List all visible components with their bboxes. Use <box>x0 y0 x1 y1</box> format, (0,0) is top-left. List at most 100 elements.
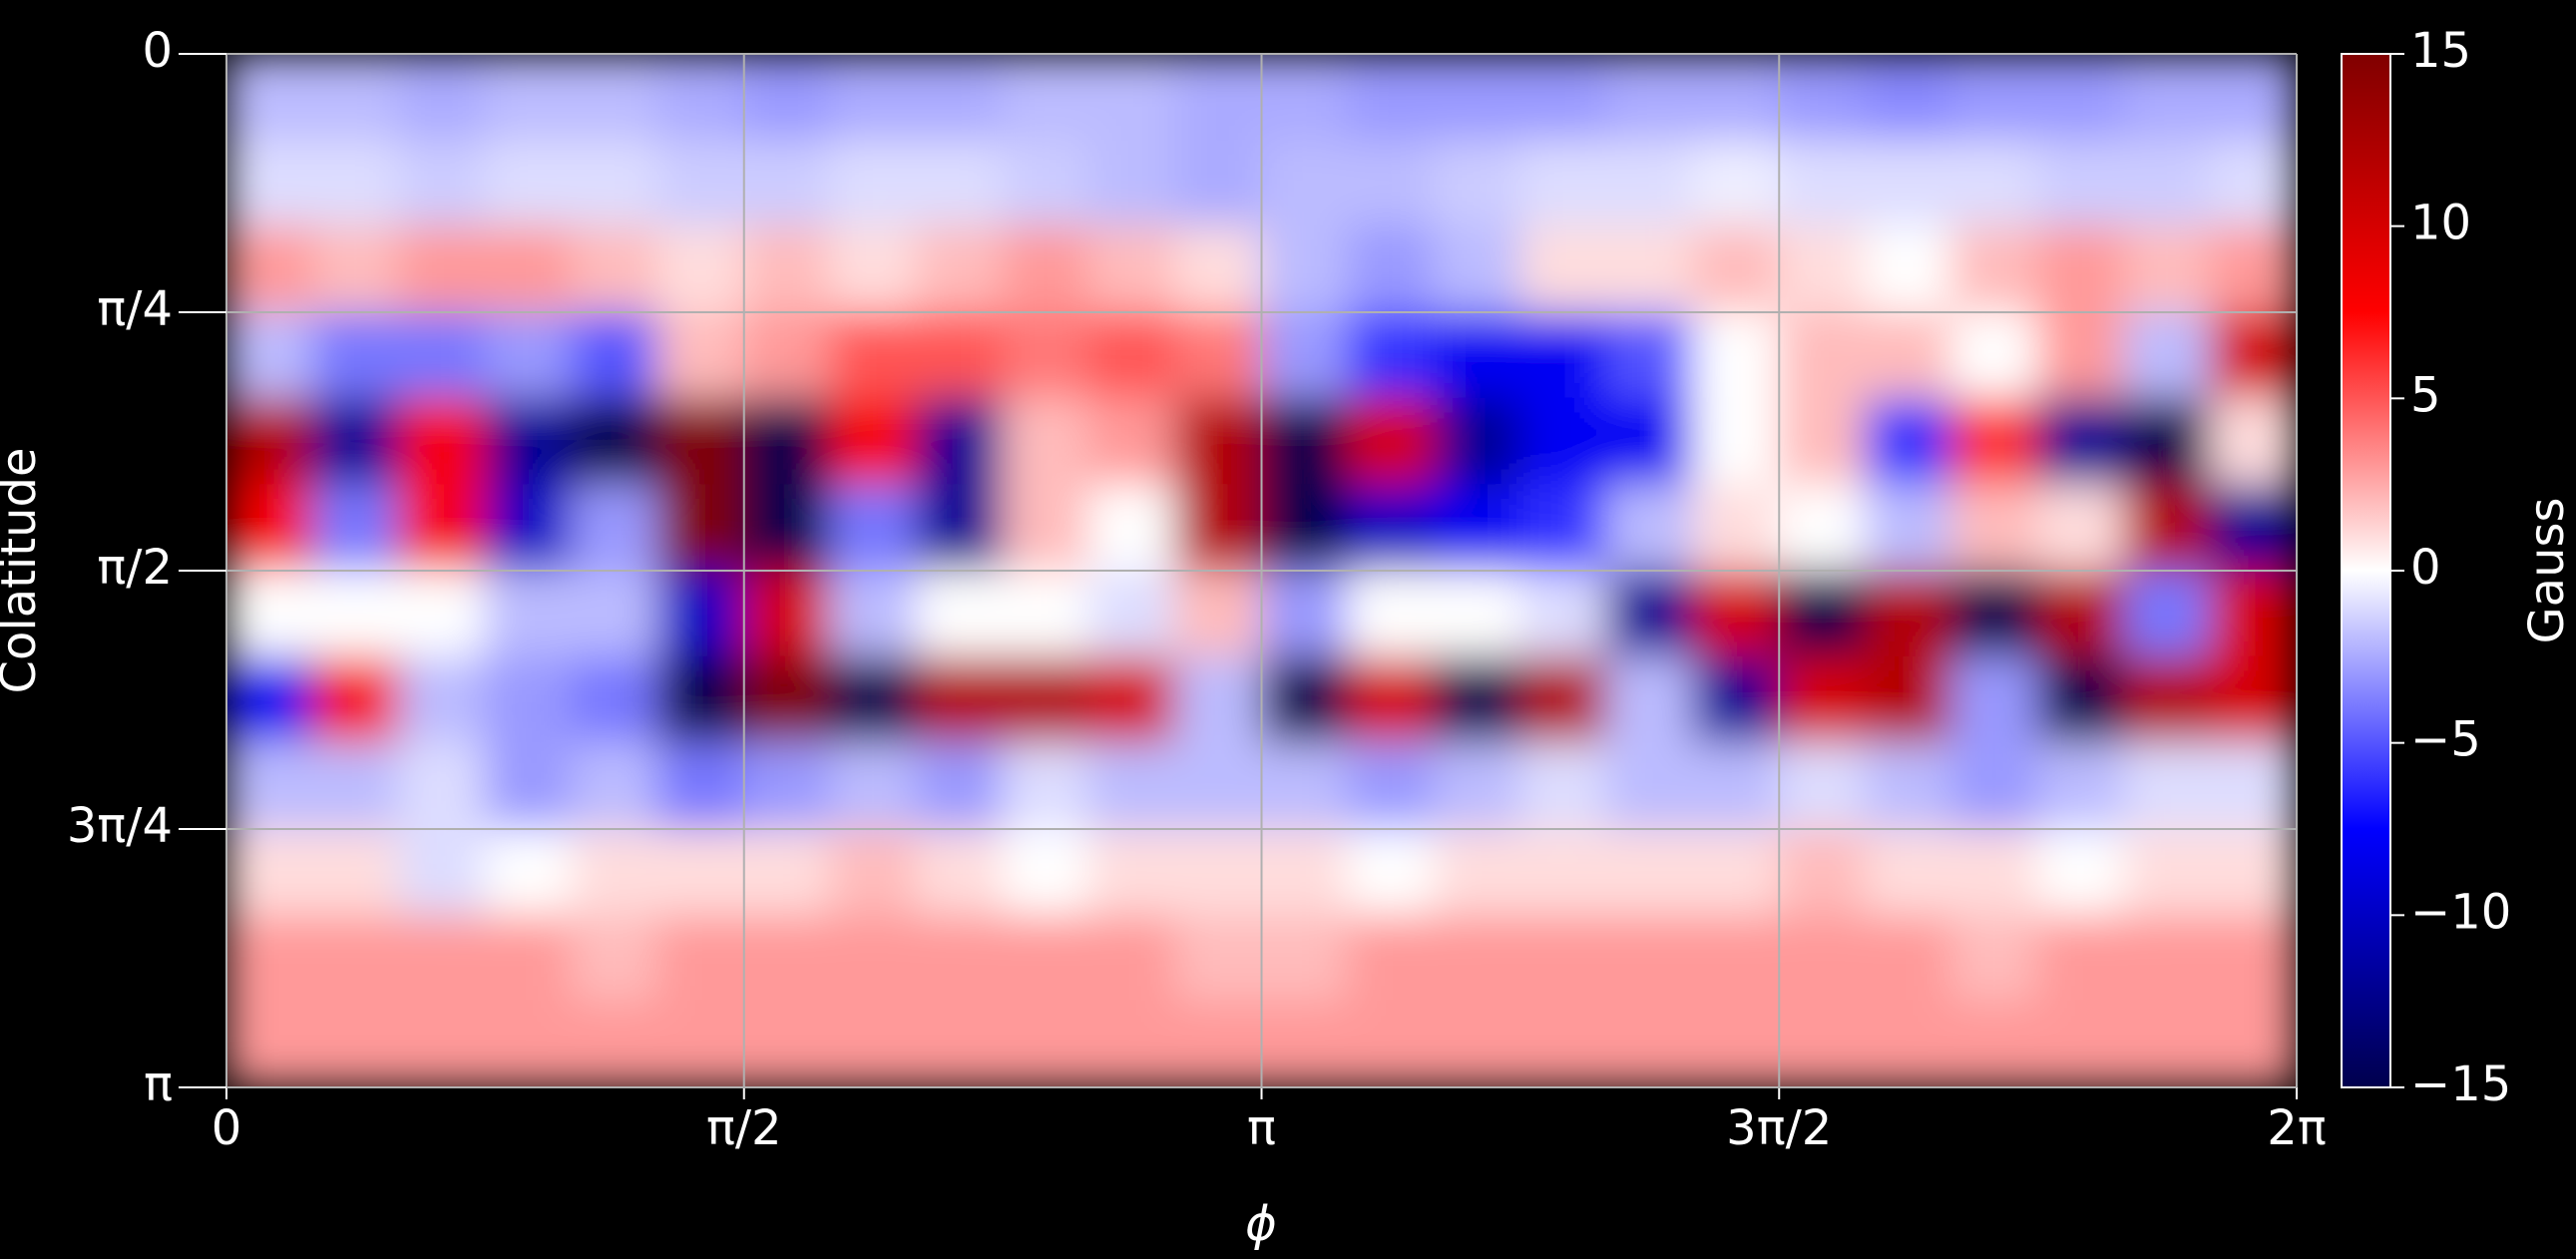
cell <box>656 311 745 399</box>
cell <box>743 484 831 572</box>
colorbar-tick-label: −10 <box>2410 884 2511 940</box>
cell <box>1692 139 1780 227</box>
cell <box>1692 570 1780 657</box>
cell <box>1605 1001 1694 1087</box>
cells <box>226 54 2297 1087</box>
cell <box>743 655 831 744</box>
cell <box>1519 54 1607 141</box>
cell <box>743 570 831 657</box>
y-tick-label: 3π/4 <box>67 798 173 854</box>
cell <box>1778 655 1867 744</box>
cell <box>1088 54 1176 141</box>
cell <box>916 742 1004 830</box>
cell <box>226 397 313 486</box>
cell <box>2037 742 2125 830</box>
cell <box>1347 484 1435 572</box>
cell <box>743 54 831 141</box>
cell <box>1605 311 1694 399</box>
cell <box>1261 914 1349 1003</box>
cell <box>571 139 658 227</box>
cell <box>1002 1001 1090 1087</box>
cell <box>1174 1001 1262 1087</box>
cell <box>1865 397 1952 486</box>
cell <box>1433 139 1521 227</box>
cell <box>1950 1001 2039 1087</box>
cell <box>398 397 486 486</box>
cell <box>1261 570 1349 657</box>
cell <box>226 828 313 916</box>
cell <box>1519 828 1607 916</box>
cell <box>484 828 573 916</box>
colorbar-label: Gauss <box>2519 497 2575 643</box>
cell <box>916 54 1004 141</box>
cell <box>1605 54 1694 141</box>
cell <box>1347 397 1435 486</box>
cell <box>656 54 745 141</box>
cell <box>1347 1001 1435 1087</box>
cell <box>484 484 573 572</box>
cell <box>2210 828 2297 916</box>
cell <box>2210 570 2297 657</box>
cell <box>571 311 658 399</box>
cell <box>1605 397 1694 486</box>
cell <box>1519 397 1607 486</box>
cell <box>916 828 1004 916</box>
cell <box>571 397 658 486</box>
cell <box>484 570 573 657</box>
cell <box>1088 655 1176 744</box>
cell <box>1433 225 1521 313</box>
cell <box>2123 828 2212 916</box>
cell <box>1865 828 1952 916</box>
cell <box>1950 54 2039 141</box>
cell <box>1261 225 1349 313</box>
cell <box>1778 139 1867 227</box>
cell <box>743 311 831 399</box>
cell <box>1002 139 1090 227</box>
cell <box>2123 1001 2212 1087</box>
cell <box>743 914 831 1003</box>
cell <box>1865 311 1952 399</box>
colorbar-tick-label: 0 <box>2410 540 2441 596</box>
cell <box>1433 54 1521 141</box>
cell <box>829 225 918 313</box>
cell <box>743 1001 831 1087</box>
cell <box>311 570 400 657</box>
cell <box>1088 1001 1176 1087</box>
cell <box>398 914 486 1003</box>
cell <box>571 1001 658 1087</box>
cell <box>1002 655 1090 744</box>
cell <box>484 225 573 313</box>
cell <box>1347 54 1435 141</box>
cell <box>829 828 918 916</box>
cell <box>1865 139 1952 227</box>
cell <box>1174 225 1262 313</box>
cell <box>1261 397 1349 486</box>
cell <box>1261 311 1349 399</box>
cell <box>1002 397 1090 486</box>
cell <box>1174 397 1262 486</box>
cell <box>311 655 400 744</box>
cell <box>2210 914 2297 1003</box>
cell <box>656 397 745 486</box>
cell <box>1002 570 1090 657</box>
cell <box>2037 828 2125 916</box>
cell <box>1692 1001 1780 1087</box>
cell <box>398 828 486 916</box>
cell <box>226 225 313 313</box>
cell <box>1347 570 1435 657</box>
cell <box>1088 225 1176 313</box>
cell <box>829 54 918 141</box>
cell <box>2037 484 2125 572</box>
cell <box>1778 914 1867 1003</box>
cell <box>1692 914 1780 1003</box>
cell <box>1950 742 2039 830</box>
cell <box>1174 914 1262 1003</box>
cell <box>1519 655 1607 744</box>
cell <box>484 655 573 744</box>
cell <box>1778 397 1867 486</box>
cell <box>1778 1001 1867 1087</box>
cell <box>484 914 573 1003</box>
cell <box>226 655 313 744</box>
cell <box>656 1001 745 1087</box>
